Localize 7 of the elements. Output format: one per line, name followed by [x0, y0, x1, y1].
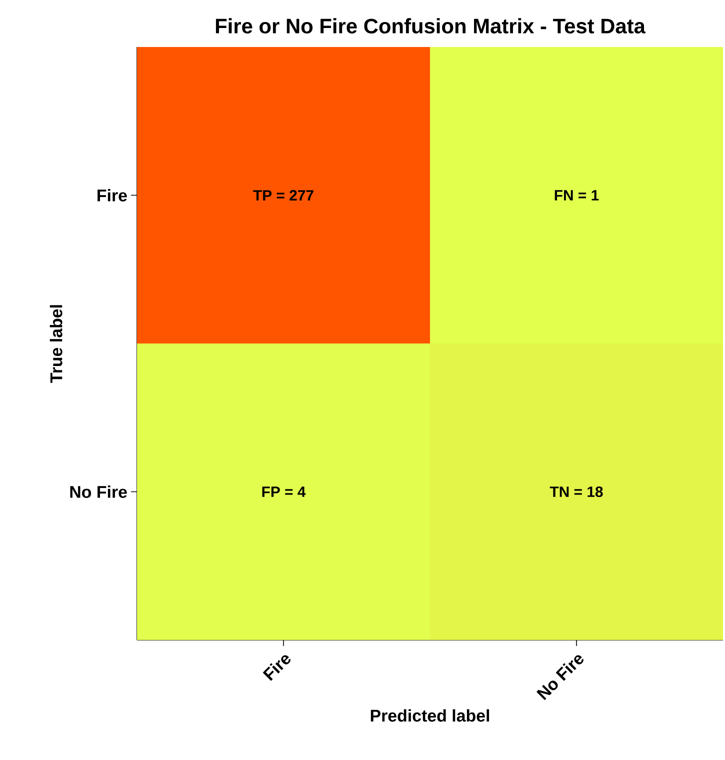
x-axis-title: Predicted label — [370, 709, 490, 722]
data-label: TP = 277 — [253, 190, 314, 200]
chart-title: Fire or No Fire Confusion Matrix - Test Data — [216, 18, 646, 34]
y-axis-title: True label — [50, 305, 62, 383]
data-label: FP = 4 — [262, 486, 306, 497]
data-label: FN = 1 — [554, 190, 599, 200]
data-label: TN = 18 — [550, 486, 603, 498]
